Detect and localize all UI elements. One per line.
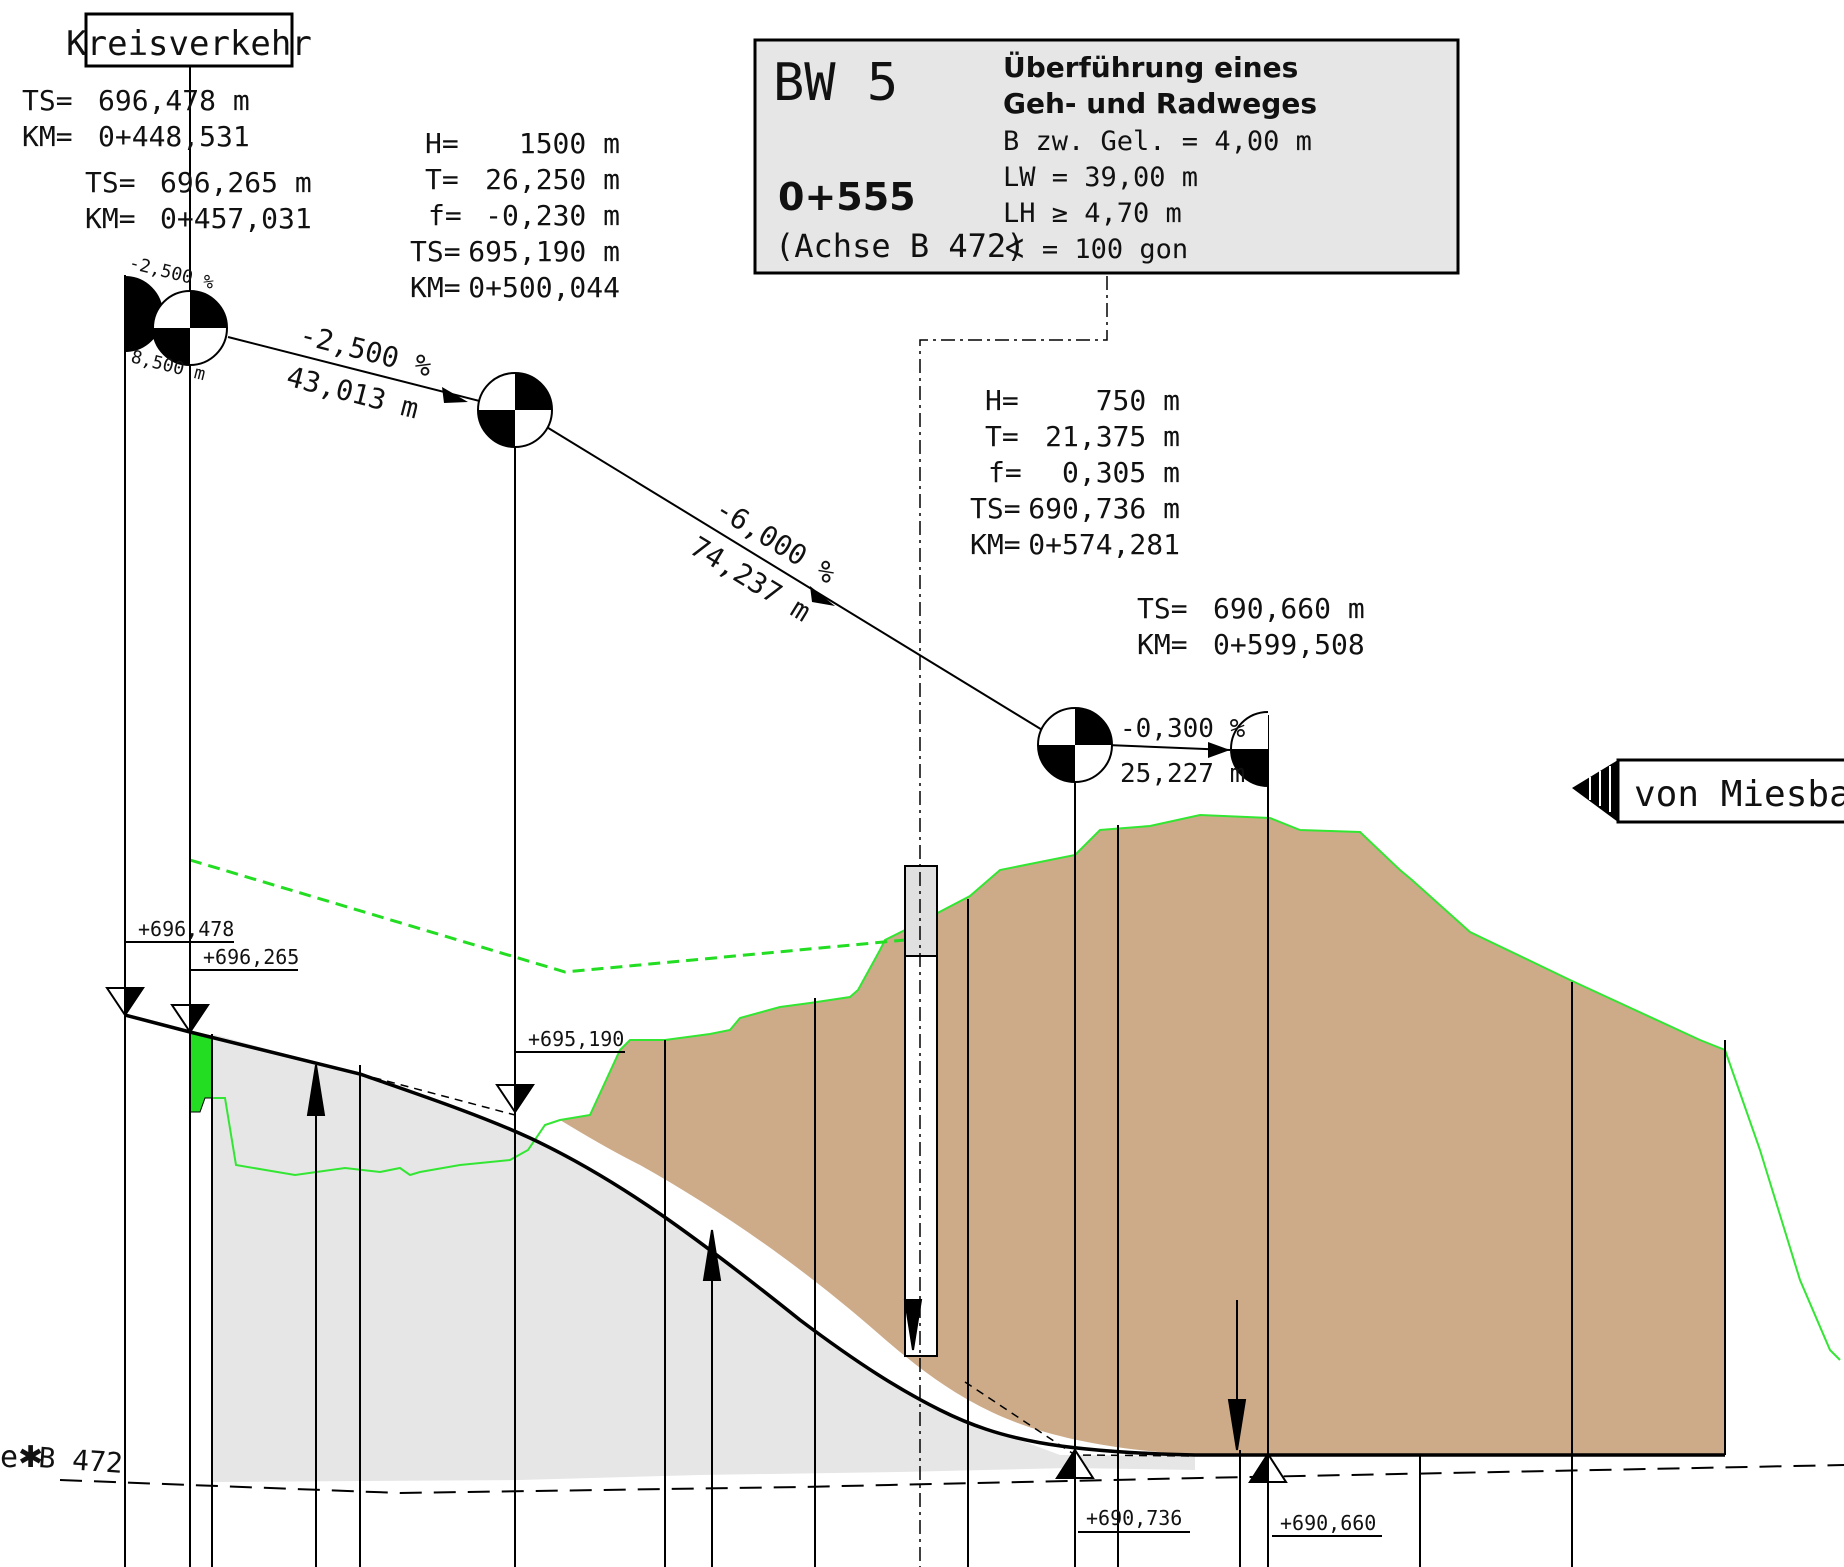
p3-ts-label: TS= bbox=[410, 235, 461, 268]
p3-f-label: f= bbox=[428, 199, 462, 232]
p4-info: H= 750 m T= 21,375 m f= 0,305 m TS= 690,… bbox=[970, 384, 1180, 561]
bw5-axis: (Achse B 472) bbox=[775, 227, 1025, 265]
bridge-pier bbox=[904, 865, 938, 957]
green-structure bbox=[189, 1031, 213, 1113]
terrain-fill bbox=[560, 815, 1725, 1456]
grade3-slope: -0,300 % bbox=[1120, 714, 1246, 744]
p3-t-label: T= bbox=[425, 163, 459, 196]
elevation-label-4: +690,736 bbox=[1086, 1506, 1182, 1530]
p3-info: H= 1500 m T= 26,250 m f= -0,230 m TS= 69… bbox=[410, 127, 620, 304]
elevation-label-3: +695,190 bbox=[528, 1027, 624, 1051]
tangent-point-symbols bbox=[124, 276, 1269, 787]
p4-ts-label: TS= bbox=[970, 492, 1021, 525]
p4-f-value: 0,305 m bbox=[1062, 456, 1180, 489]
p3-km-label: KM= bbox=[410, 271, 461, 304]
axis-b472-label: B 472 bbox=[38, 1441, 124, 1480]
direction-arrow-hatch bbox=[1589, 766, 1611, 812]
bw5-angle: ∢ = 100 gon bbox=[1003, 234, 1188, 265]
p4-km-label: KM= bbox=[970, 528, 1021, 561]
design-line-dashed bbox=[189, 858, 906, 974]
p5-km-value: 0+599,508 bbox=[1213, 628, 1365, 661]
p2-ts-value: 696,265 m bbox=[160, 166, 312, 199]
p1-ts-label: TS= bbox=[22, 84, 73, 117]
bw5-reference-line bbox=[919, 276, 1108, 1567]
asterisk-icon: ✱ bbox=[18, 1440, 43, 1475]
grade-lines bbox=[227, 336, 1231, 758]
elevation-markers bbox=[105, 987, 1288, 1483]
p1-km-label: KM= bbox=[22, 120, 73, 153]
grade3-length: 25,227 m bbox=[1120, 759, 1245, 789]
existing-ground-line bbox=[212, 813, 1841, 1361]
p2-km-label: KM= bbox=[85, 202, 136, 235]
kreisverkehr-label: Kreisverkehr bbox=[66, 24, 312, 64]
bw5-lh: LH ≥ 4,70 m bbox=[1003, 198, 1182, 229]
direction-arrow-sign bbox=[1572, 760, 1618, 822]
von-miesbach-box bbox=[1616, 758, 1844, 824]
bw5-title-line2: Geh- und Radweges bbox=[1003, 87, 1317, 120]
bw5-width: B zw. Gel. = 4,00 m bbox=[1003, 126, 1312, 157]
p2-km-value: 0+457,031 bbox=[160, 202, 312, 235]
kreisverkehr-box bbox=[84, 12, 294, 68]
cut-area bbox=[212, 1034, 1195, 1482]
direction-arrows bbox=[306, 1064, 1247, 1567]
p3-f-value: -0,230 m bbox=[485, 199, 620, 232]
p3-h-value: 1500 m bbox=[519, 127, 620, 160]
terrain-section-lines bbox=[814, 899, 969, 1560]
p4-h-label: H= bbox=[985, 384, 1019, 417]
gradient-line bbox=[124, 1013, 1725, 1457]
bw5-station: 0+555 bbox=[778, 175, 916, 219]
bw5-code: BW 5 bbox=[773, 53, 898, 113]
p5-ts-value: 690,660 m bbox=[1213, 592, 1365, 625]
elevation-label-lines bbox=[125, 941, 1382, 1537]
elevation-label-1: +696,478 bbox=[138, 917, 234, 941]
p3-t-value: 26,250 m bbox=[485, 163, 620, 196]
axis-prefix: e bbox=[0, 1440, 18, 1475]
p4-km-value: 0+574,281 bbox=[1028, 528, 1180, 561]
elevation-label-5: +690,660 bbox=[1280, 1511, 1376, 1535]
bw5-title-line1: Überführung eines bbox=[1003, 50, 1298, 84]
p5-ts-label: TS= bbox=[1137, 592, 1188, 625]
von-miesbach-label: von Miesbach bbox=[1634, 774, 1844, 815]
p3-h-label: H= bbox=[425, 127, 459, 160]
p4-t-label: T= bbox=[985, 420, 1019, 453]
p4-t-value: 21,375 m bbox=[1045, 420, 1180, 453]
p1-ts-value: 696,478 m bbox=[98, 84, 250, 117]
p5-km-label: KM= bbox=[1137, 628, 1188, 661]
bw5-info-box bbox=[753, 38, 1460, 275]
p4-h-value: 750 m bbox=[1096, 384, 1180, 417]
p4-f-label: f= bbox=[988, 456, 1022, 489]
p4-ts-value: 690,736 m bbox=[1028, 492, 1180, 525]
p1-km-value: 0+448,531 bbox=[98, 120, 250, 153]
p2-ts-label: TS= bbox=[85, 166, 136, 199]
bridge-pier-shaft bbox=[904, 955, 938, 1357]
tangent-line-1 bbox=[359, 1073, 516, 1116]
p3-km-value: 0+500,044 bbox=[468, 271, 620, 304]
bw5-lw: LW = 39,00 m bbox=[1003, 162, 1198, 193]
p3-ts-value: 695,190 m bbox=[468, 235, 620, 268]
elevation-label-2: +696,265 bbox=[203, 945, 299, 969]
p5-info: TS= 690,660 m KM= 0+599,508 bbox=[1137, 592, 1365, 661]
